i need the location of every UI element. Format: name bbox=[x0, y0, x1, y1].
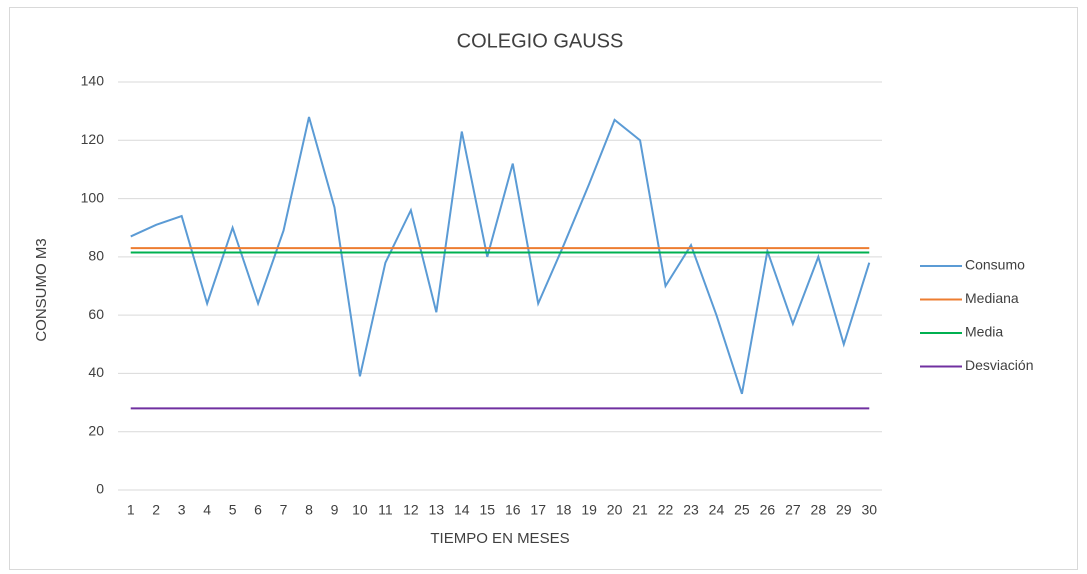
x-tick-label: 23 bbox=[683, 502, 699, 518]
x-tick-label: 7 bbox=[280, 502, 288, 518]
x-tick-label: 27 bbox=[785, 502, 801, 518]
x-tick-label: 12 bbox=[403, 502, 419, 518]
x-tick-label: 2 bbox=[152, 502, 160, 518]
x-tick-label: 17 bbox=[530, 502, 546, 518]
x-tick-label: 20 bbox=[607, 502, 623, 518]
y-tick-label: 120 bbox=[81, 131, 105, 147]
series-line bbox=[130, 116, 871, 395]
x-tick-label: 30 bbox=[861, 502, 877, 518]
x-tick-label: 13 bbox=[429, 502, 445, 518]
x-tick-label: 10 bbox=[352, 502, 368, 518]
x-tick-label: 1 bbox=[127, 502, 135, 518]
x-tick-label: 4 bbox=[203, 502, 211, 518]
x-tick-label: 25 bbox=[734, 502, 750, 518]
x-tick-label: 26 bbox=[760, 502, 776, 518]
legend-label: Consumo bbox=[965, 257, 1025, 273]
x-tick-label: 5 bbox=[229, 502, 237, 518]
x-tick-label: 21 bbox=[632, 502, 648, 518]
y-tick-label: 60 bbox=[88, 306, 104, 322]
y-tick-label: 0 bbox=[96, 481, 104, 497]
x-tick-label: 18 bbox=[556, 502, 572, 518]
x-tick-label: 19 bbox=[581, 502, 597, 518]
x-tick-label: 14 bbox=[454, 502, 470, 518]
x-tick-label: 8 bbox=[305, 502, 313, 518]
legend-label: Desviación bbox=[965, 357, 1033, 373]
x-tick-label: 3 bbox=[178, 502, 186, 518]
x-tick-label: 6 bbox=[254, 502, 262, 518]
chart-border bbox=[9, 7, 1078, 570]
y-tick-label: 20 bbox=[88, 422, 104, 438]
y-tick-label: 140 bbox=[81, 73, 105, 89]
x-tick-label: 15 bbox=[479, 502, 495, 518]
legend-label: Media bbox=[965, 324, 1003, 340]
y-tick-label: 100 bbox=[81, 189, 105, 205]
x-tick-label: 24 bbox=[709, 502, 725, 518]
x-axis-label: TIEMPO EN MESES bbox=[430, 530, 569, 547]
y-tick-label: 40 bbox=[88, 364, 104, 380]
chart-title: COLEGIO GAUSS bbox=[457, 30, 624, 52]
x-tick-label: 16 bbox=[505, 502, 521, 518]
x-tick-label: 11 bbox=[378, 502, 393, 518]
legend-label: Mediana bbox=[965, 290, 1019, 306]
x-tick-label: 28 bbox=[811, 502, 827, 518]
x-tick-label: 9 bbox=[331, 502, 339, 518]
x-tick-label: 29 bbox=[836, 502, 852, 518]
y-tick-label: 80 bbox=[88, 248, 104, 264]
y-axis-label: CONSUMO M3 bbox=[33, 238, 50, 341]
x-tick-label: 22 bbox=[658, 502, 674, 518]
